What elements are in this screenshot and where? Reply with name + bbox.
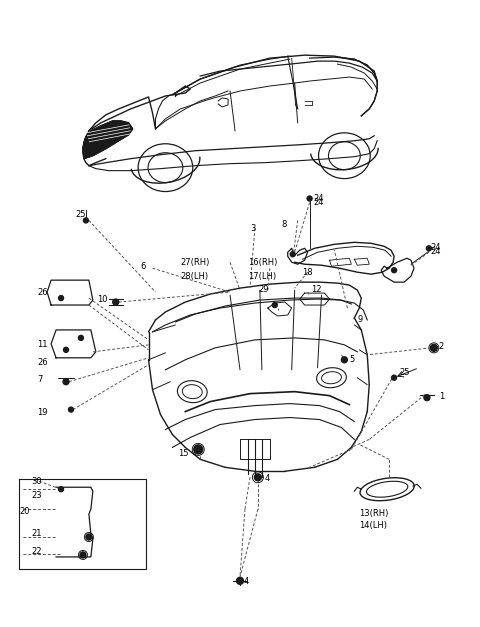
Text: 4: 4 [244, 577, 249, 586]
Circle shape [290, 252, 295, 256]
Circle shape [59, 295, 63, 300]
Text: 21: 21 [31, 529, 42, 538]
Text: 2: 2 [439, 342, 444, 351]
Text: 26: 26 [37, 288, 48, 297]
Text: 27(RH): 27(RH) [180, 258, 210, 267]
Text: 19: 19 [37, 408, 48, 416]
Text: 24: 24 [313, 198, 324, 206]
Circle shape [254, 474, 262, 481]
Circle shape [272, 303, 277, 307]
Circle shape [63, 347, 69, 352]
Circle shape [307, 196, 312, 201]
Text: 9: 9 [357, 315, 362, 324]
Text: 17(LH): 17(LH) [248, 272, 276, 281]
Text: 23: 23 [31, 491, 42, 500]
Text: 25: 25 [75, 211, 85, 219]
Text: 16(RH): 16(RH) [248, 258, 277, 267]
Text: 24: 24 [431, 243, 442, 252]
Text: 5: 5 [349, 355, 355, 364]
Text: 13(RH): 13(RH) [360, 509, 389, 518]
Text: 14(LH): 14(LH) [360, 521, 387, 530]
Circle shape [84, 218, 88, 223]
Text: 26: 26 [37, 358, 48, 367]
Text: 25: 25 [399, 368, 409, 377]
Circle shape [392, 268, 396, 273]
Circle shape [69, 407, 73, 412]
Circle shape [426, 246, 432, 251]
Text: 10: 10 [97, 295, 108, 304]
Text: 3: 3 [250, 224, 255, 233]
Text: 12: 12 [312, 285, 322, 294]
Text: 28(LH): 28(LH) [180, 272, 208, 281]
Text: 24: 24 [431, 247, 442, 256]
Text: 22: 22 [31, 547, 42, 556]
Text: 4: 4 [265, 474, 270, 483]
Circle shape [63, 379, 69, 385]
Text: 30: 30 [31, 477, 42, 487]
Text: 11: 11 [37, 340, 48, 349]
Polygon shape [83, 121, 132, 159]
Circle shape [113, 299, 119, 305]
Circle shape [341, 357, 348, 363]
Text: 8: 8 [282, 221, 287, 229]
Text: 1: 1 [439, 392, 444, 401]
Circle shape [237, 577, 243, 584]
Text: 6: 6 [141, 262, 146, 271]
Circle shape [431, 344, 437, 351]
Circle shape [194, 445, 203, 454]
Circle shape [392, 375, 396, 380]
Circle shape [80, 552, 86, 558]
Circle shape [86, 534, 92, 540]
Text: 18: 18 [301, 268, 312, 277]
Circle shape [424, 394, 430, 401]
Circle shape [59, 487, 63, 492]
Circle shape [78, 335, 84, 340]
Text: 24: 24 [313, 194, 324, 203]
Text: 29: 29 [258, 285, 268, 294]
Text: 15: 15 [179, 450, 189, 458]
Text: 20: 20 [19, 507, 30, 516]
Text: 7: 7 [37, 375, 43, 384]
